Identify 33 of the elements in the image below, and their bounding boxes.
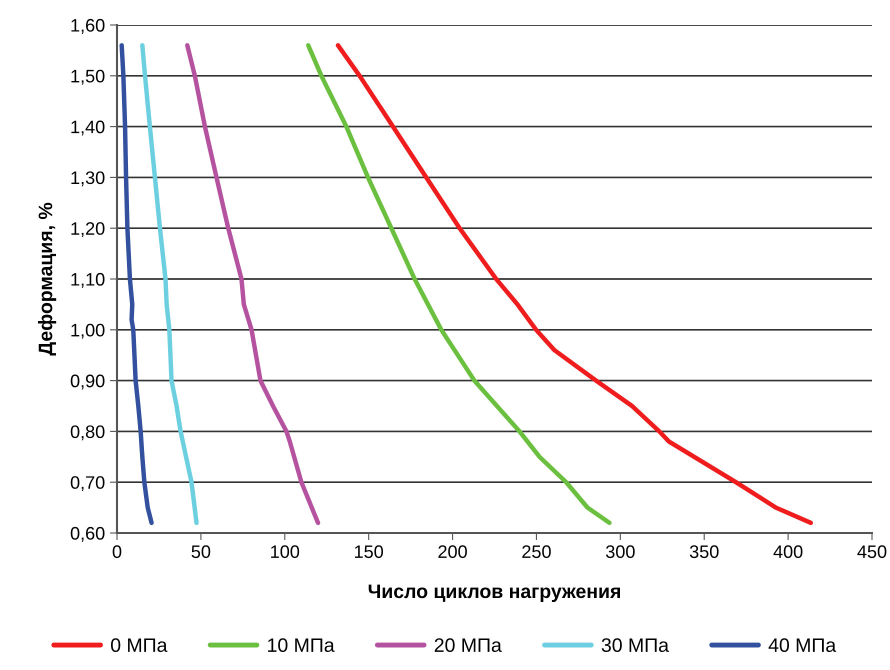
line-series (185, 43, 320, 526)
y-tick-label: 0,60 (70, 526, 104, 542)
y-tick-label: 0,80 (70, 425, 104, 440)
legend-label: 40 МПа (768, 638, 836, 652)
x-tick-label: 400 (773, 545, 802, 558)
y-tick-label: 0,90 (70, 374, 104, 390)
line-series (119, 43, 154, 526)
x-tick-label: 250 (522, 545, 551, 558)
x-tick-label: 100 (271, 545, 300, 558)
line-series (306, 43, 612, 526)
legend-label: 30 МПа (602, 638, 669, 652)
x-tick-label: 0 (112, 545, 122, 558)
x-tick-label: 450 (857, 545, 886, 558)
x-tick-label: 300 (606, 545, 635, 558)
y-tick-label: 1,10 (71, 272, 104, 288)
x-tick-label: 150 (354, 545, 384, 558)
y-tick-label: 0,70 (70, 476, 104, 492)
y-tick-label: 1,30 (71, 171, 104, 186)
x-tick-label: 200 (438, 545, 467, 558)
x-tick-label: 50 (192, 545, 210, 558)
y-axis-title: Деформация, % (38, 202, 56, 356)
y-tick-label: 1,60 (71, 18, 104, 34)
x-axis-title: Число циклов нагружения (368, 584, 620, 602)
line-series (140, 43, 199, 526)
y-tick-label: 1,40 (71, 120, 104, 136)
y-tick-label: 1,20 (71, 222, 104, 238)
y-tick-label: 1,50 (71, 70, 104, 85)
legend-label: 0 МПа (110, 638, 168, 652)
y-tick-label: 1,00 (71, 324, 104, 339)
legend-label: 20 МПа (434, 638, 502, 652)
line-series (336, 43, 813, 526)
x-tick-label: 350 (690, 545, 719, 558)
legend-label: 10 МПа (268, 638, 335, 652)
